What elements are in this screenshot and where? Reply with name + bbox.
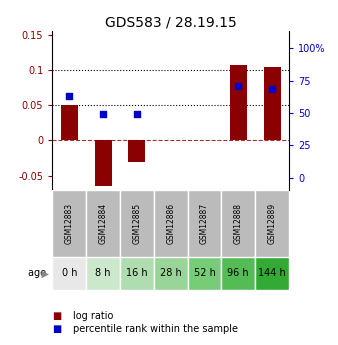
Title: GDS583 / 28.19.15: GDS583 / 28.19.15 — [105, 16, 237, 30]
Point — [100, 111, 106, 116]
Bar — [52, 190, 86, 257]
Bar — [188, 257, 221, 290]
Bar — [221, 190, 255, 257]
Text: ▶: ▶ — [29, 268, 49, 278]
Text: 8 h: 8 h — [95, 268, 111, 278]
Text: 0 h: 0 h — [62, 268, 77, 278]
Bar — [154, 257, 188, 290]
Text: GSM12889: GSM12889 — [268, 203, 276, 244]
Bar — [154, 190, 188, 257]
Text: log ratio: log ratio — [73, 311, 113, 321]
Point — [67, 93, 72, 99]
Bar — [188, 190, 221, 257]
Text: 16 h: 16 h — [126, 268, 148, 278]
Text: percentile rank within the sample: percentile rank within the sample — [73, 325, 238, 334]
Bar — [120, 257, 154, 290]
Bar — [230, 65, 247, 140]
Text: GSM12888: GSM12888 — [234, 203, 243, 244]
Text: 144 h: 144 h — [258, 268, 286, 278]
Text: GSM12887: GSM12887 — [200, 203, 209, 244]
Text: GSM12886: GSM12886 — [166, 203, 175, 244]
Text: 96 h: 96 h — [227, 268, 249, 278]
Text: ■: ■ — [52, 311, 62, 321]
Bar — [255, 190, 289, 257]
Bar — [86, 257, 120, 290]
Text: 28 h: 28 h — [160, 268, 182, 278]
Text: GSM12884: GSM12884 — [99, 203, 107, 244]
Bar — [95, 140, 112, 186]
Bar — [120, 190, 154, 257]
Bar — [255, 257, 289, 290]
Text: GSM12885: GSM12885 — [132, 203, 141, 244]
Bar — [264, 67, 281, 140]
Point — [269, 86, 275, 92]
Bar — [61, 105, 78, 140]
Bar — [221, 257, 255, 290]
Bar — [86, 190, 120, 257]
Text: 52 h: 52 h — [194, 268, 215, 278]
Bar — [128, 140, 145, 161]
Text: GSM12883: GSM12883 — [65, 203, 74, 244]
Text: age: age — [28, 268, 49, 278]
Point — [236, 83, 241, 89]
Text: ■: ■ — [52, 325, 62, 334]
Bar — [52, 257, 86, 290]
Point — [134, 111, 140, 116]
